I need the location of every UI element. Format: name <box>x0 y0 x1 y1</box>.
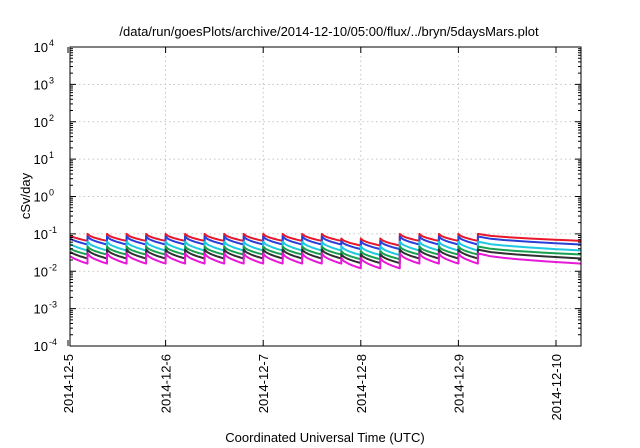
y-tick-base: 10 <box>34 40 48 55</box>
y-tick-exponent: 1 <box>49 150 54 160</box>
y-tick-label: 10-1 <box>34 225 57 242</box>
x-tick-label: 2014-12-8 <box>354 354 369 413</box>
y-tick-exponent: 0 <box>49 188 54 198</box>
y-tick-base: 10 <box>34 77 48 92</box>
y-tick-base: 10 <box>34 190 48 205</box>
series-line <box>69 252 582 270</box>
y-tick-label: 101 <box>34 150 54 167</box>
y-tick-label: 104 <box>34 38 54 55</box>
series-line <box>69 245 582 261</box>
y-tick-base: 10 <box>34 339 48 354</box>
x-tick-label: 2014-12-10 <box>549 354 564 421</box>
y-tick-base: 10 <box>34 152 48 167</box>
y-tick-label: 10-4 <box>34 337 57 354</box>
y-tick-label: 100 <box>34 188 54 205</box>
x-tick-label: 2014-12-7 <box>256 354 271 413</box>
x-tick-label: 2014-12-6 <box>159 354 174 413</box>
series-group <box>69 232 582 270</box>
y-tick-exponent: 3 <box>49 75 54 85</box>
series-line <box>70 232 582 247</box>
y-tick-exponent: -4 <box>49 337 57 347</box>
x-axis-label: Coordinated Universal Time (UTC) <box>225 430 424 445</box>
y-axis-label: cSv/day <box>18 172 33 219</box>
x-axis: 2014-12-5 2014-12-6 2014-12-7 2014-12-8 2014… <box>61 47 564 421</box>
y-tick-exponent: 4 <box>49 38 54 48</box>
series-line <box>69 240 582 257</box>
y-tick-label: 10-3 <box>34 300 57 317</box>
y-tick-label: 10-2 <box>34 262 57 279</box>
chart-title: /data/run/goesPlots/archive/2014-12-10/0… <box>119 24 539 39</box>
y-tick-base: 10 <box>34 264 48 279</box>
y-tick-exponent: -3 <box>49 300 57 310</box>
y-tick-exponent: 2 <box>49 113 54 123</box>
y-tick-exponent: -1 <box>49 225 57 235</box>
y-tick-exponent: -2 <box>49 262 57 272</box>
grid <box>70 47 581 346</box>
y-tick-label: 103 <box>34 75 54 92</box>
series-line <box>69 235 582 251</box>
y-tick-label: 102 <box>34 113 54 130</box>
series-line <box>69 248 582 265</box>
x-tick-label: 2014-12-5 <box>61 354 76 413</box>
y-tick-base: 10 <box>34 115 48 130</box>
y-tick-base: 10 <box>34 227 48 242</box>
y-tick-base: 10 <box>34 302 48 317</box>
x-tick-label: 2014-12-9 <box>451 354 466 413</box>
